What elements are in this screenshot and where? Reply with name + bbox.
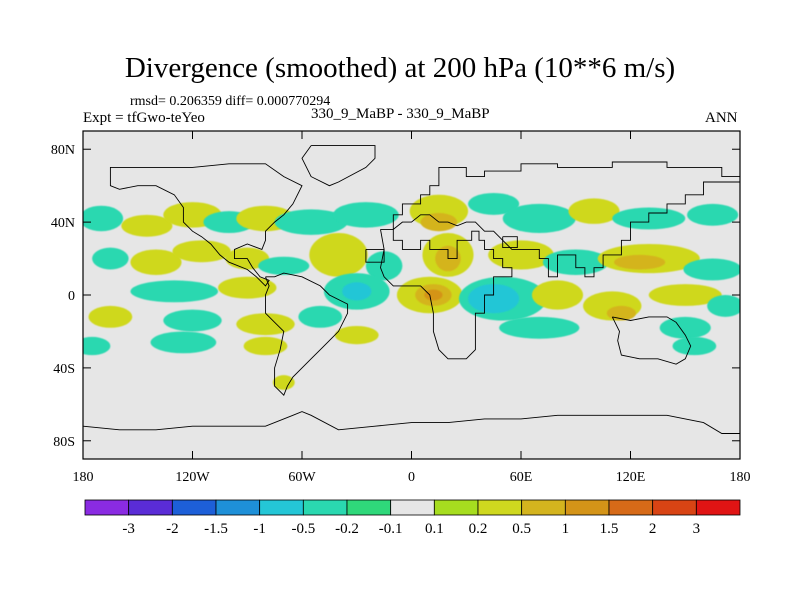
divergence-field [83,192,740,390]
field-blob-52 [672,336,717,356]
season-label: ANN [705,110,738,126]
colorbar-label-0: -3 [122,521,135,537]
field-blob-16 [172,240,231,263]
colorbar-label-10: 1 [562,521,570,537]
field-blob-40 [648,284,722,306]
x-tick-label-1: 120W [175,470,210,485]
map-title: Divergence (smoothed) at 200 hPa (10**6 … [124,52,676,84]
colorbar-label-5: -0.2 [335,521,359,537]
field-blob-0 [83,205,124,232]
colorbar-swatch-6 [346,499,392,516]
colorbar-swatch-7 [390,499,435,516]
colorbar-swatch-11 [564,499,610,516]
x-tick-label-4: 60E [510,470,533,485]
outline-2 [109,163,303,287]
field-blob-53 [272,375,295,390]
field-blob-9 [468,192,520,215]
y-tick-label-0: 80N [51,143,75,158]
field-blob-10 [502,203,576,234]
outline-3 [265,272,349,396]
colorbar-label-2: -1.5 [204,521,228,537]
field-blob-49 [150,331,217,354]
field-blob-31 [342,282,372,301]
colorbar-swatch-4 [259,499,304,516]
field-blob-41 [707,295,740,317]
outline-8 [502,236,518,249]
y-tick-label-4: 80S [53,435,75,450]
field-blob-28 [130,280,219,303]
field-blob-46 [499,316,580,339]
field-blob-37 [531,280,584,310]
field-blob-14 [92,247,129,270]
colorbar-swatch-12 [608,499,654,516]
x-tick-label-2: 60W [288,470,316,485]
field-blob-51 [334,325,379,345]
field-blob-48 [83,336,111,356]
field-blob-43 [163,309,222,332]
field-blob-6 [333,202,399,228]
field-blob-18 [258,256,310,275]
field-blob-27 [683,258,740,281]
outline-7 [365,248,385,263]
experiment-label: Expt = tfGwo-teYeo [83,110,205,126]
outline-5 [611,316,692,365]
field-blob-13 [687,203,739,226]
field-blob-11 [568,198,620,224]
colorbar-label-8: 0.2 [469,521,488,537]
colorbar-label-3: -1 [253,521,266,537]
field-blob-42 [88,305,133,328]
axis-ticks: 180 120W 60W 0 60E 120E 180 80N 40N 0 40S 80S [51,131,751,485]
colorbar-swatch-3 [215,499,261,516]
colorbar-label-4: -0.5 [291,521,315,537]
x-tick-label-6: 180 [730,470,751,485]
y-tick-label-1: 40N [51,216,75,231]
field-blob-47 [659,316,711,339]
colorbar-swatch-10 [521,499,566,516]
outline-1 [392,161,740,278]
field-blob-19 [309,233,368,277]
colorbar-swatch-13 [652,499,697,516]
colorbar-swatch-0 [84,499,130,516]
colorbar-swatch-8 [433,499,479,516]
field-blob-34 [424,289,443,301]
field-blob-15 [130,249,182,275]
field-blob-44 [236,313,295,336]
colorbar-label-1: -2 [166,521,179,537]
colorbar-label-11: 1.5 [600,521,619,537]
field-blob-36 [468,284,520,314]
field-blob-1 [121,214,173,237]
case-label: 330_9_MaBP - 330_9_MaBP [311,106,490,122]
field-blob-5 [274,209,348,235]
y-tick-label-2: 0 [68,289,75,304]
field-blob-20 [365,251,403,281]
colorbar-swatch-9 [477,499,523,516]
colorbar: -3 -2 -1.5 -1 -0.5 -0.2 -0.1 0.1 0.2 0.5 1 1.5 2 3 [84,499,741,537]
colorbar-label-6: -0.1 [379,521,403,537]
field-blob-45 [298,305,343,328]
y-tick-label-3: 40S [53,362,75,377]
x-tick-label-5: 120E [616,470,646,485]
field-blob-50 [243,336,288,356]
outline-6 [83,411,740,434]
stats-label: rmsd= 0.206359 diff= 0.000770294 [130,94,331,109]
colorbar-label-9: 0.5 [512,521,531,537]
outline-4 [301,145,376,187]
colorbar-swatch-1 [128,499,173,516]
colorbar-label-7: 0.1 [425,521,444,537]
field-blob-26 [614,254,666,270]
x-tick-label-0: 180 [73,470,94,485]
colorbar-swatch-14 [695,499,741,516]
colorbar-label-13: 3 [693,521,701,537]
colorbar-swatch-5 [302,499,348,516]
colorbar-swatch-2 [171,499,217,516]
continent-outlines [83,145,740,434]
x-tick-label-3: 0 [408,470,415,485]
outline-0 [380,228,513,360]
colorbar-label-12: 2 [649,521,657,537]
